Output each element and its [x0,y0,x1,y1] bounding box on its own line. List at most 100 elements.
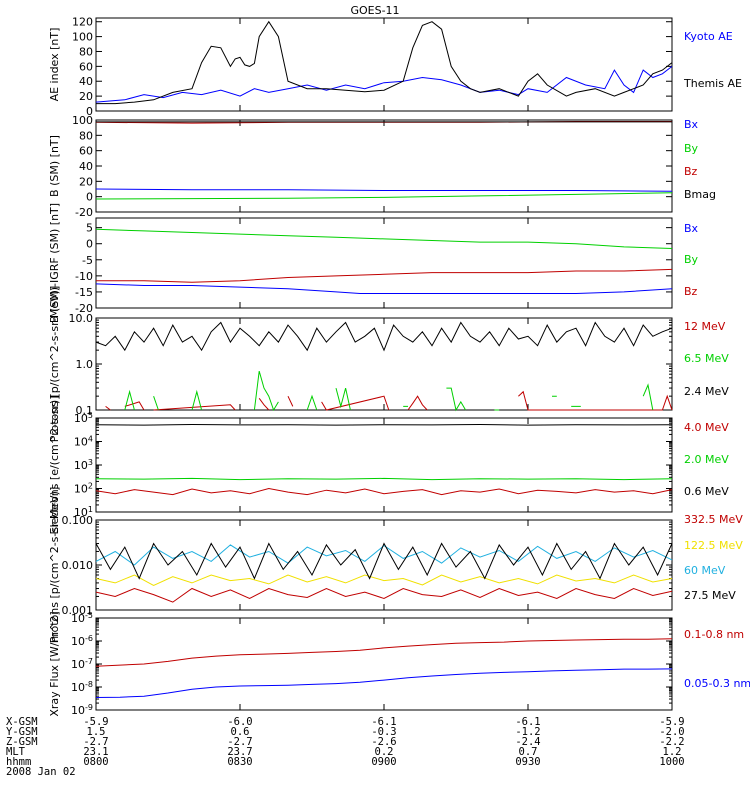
legend-entry: Bx [684,222,699,235]
y-tick-label: 103 [74,458,93,472]
y-tick-label: 60 [79,60,93,73]
footer-value: 0.2 [375,746,394,758]
legend-entry: Bx [684,118,699,131]
legend-entry: 122.5 MeV [684,539,743,552]
series-line [95,668,673,698]
footer-date: 2008 Jan 02 [6,766,76,778]
series-line [95,188,673,192]
y-tick-label: 104 [74,435,93,449]
footer-value: 1.2 [663,746,682,758]
legend-entry: Themis AE [683,77,742,90]
y-axis-label: AE index [nT] [48,28,61,102]
footer-value: -2.2 [659,736,684,748]
series-line [95,587,673,603]
y-tick-label: 40 [79,160,93,173]
legend-entry: Kyoto AE [684,30,733,43]
y-tick-label: 0.1 [76,404,94,417]
y-tick-label: 0 [86,105,93,118]
y-tick-label: 60 [79,145,93,158]
panel-frame [95,617,673,711]
panel-4: 0.1 1.0 10.0 Protons [p/(cm^2-s-sr-MeV)] 12 … [48,286,729,443]
legend-entry: Bmag [684,188,716,201]
legend-entry: 12 MeV [684,320,726,333]
legend-entry: By [684,142,699,155]
footer-value: -2.4 [515,736,540,748]
footer-value: 0.6 [231,726,250,738]
y-tick-label: 10.0 [69,312,94,325]
series-line [95,544,673,566]
legend-entry: 6.5 MeV [684,352,729,365]
y-tick-label: 0 [86,191,93,204]
panel-frame [95,417,673,513]
footer-value: -6.0 [227,716,252,728]
series-line [95,66,673,103]
panel-3: -20 -15 -10 -5 0 5 B (SM)-IGRF (SM) [nT] Bx By Bz [48,203,699,323]
footer-value: -2.0 [659,726,684,738]
footer-row-label: X-GSM [6,716,38,728]
y-axis-label: Protons [p/(cm^2-s-sr-MeV)] [48,487,61,644]
legend-entry: 2.0 MeV [684,453,729,466]
y-tick-label: 105 [74,411,93,425]
footer-row-label: hhmm [6,756,31,768]
y-tick-label: 10-5 [71,611,93,625]
footer-row-label: Y-GSM [6,726,38,738]
footer-value: -2.6 [371,736,396,748]
y-tick-label: 0.010 [62,559,94,572]
series-line [95,283,673,294]
y-tick-label: -10 [75,270,93,283]
footer-value: 1.5 [87,726,106,738]
y-axis-label: B (SM) [nT] [48,135,61,197]
legend-entry: Bz [684,165,698,178]
y-axis-label: Xray Flux [W/m^2] [48,611,61,716]
footer-value: 23.1 [83,746,108,758]
footer-value: -0.3 [371,726,396,738]
legend-entry: Bz [684,285,698,298]
y-tick-label: 102 [74,482,93,496]
y-tick-label: 10-6 [71,634,93,648]
series-line [105,390,673,411]
footer-value: 0930 [515,756,540,768]
y-tick-label: 40 [79,75,93,88]
y-tick-label: 20 [79,175,93,188]
footer-value: -6.1 [371,716,396,728]
series-line [95,423,673,426]
y-tick-label: -20 [75,206,93,219]
panel-frame [95,519,673,611]
y-tick-label: -15 [75,286,93,299]
y-axis-label: Electrons [e/(cm^2-s-sr)] [48,396,61,535]
panel-frame [95,17,673,112]
footer-value: -5.9 [659,716,684,728]
y-tick-label: 10-8 [71,680,93,694]
series-line [95,487,673,496]
footer-value: 1000 [659,756,684,768]
y-tick-label: 80 [79,129,93,142]
y-tick-label: 0 [86,238,93,251]
series-line [95,192,673,200]
legend-entry: 0.05-0.3 nm [684,677,750,690]
y-tick-label: 80 [79,45,93,58]
legend-entry: 2.4 MeV [684,385,729,398]
series-line [96,268,673,283]
y-axis-label: B (SM)-IGRF (SM) [nT] [48,203,61,323]
legend-entry: 0.6 MeV [684,485,729,498]
legend-entry: 4.0 MeV [684,421,729,434]
y-tick-label: 0.100 [62,514,94,527]
footer-value: 23.7 [227,746,252,758]
footer-value: -6.1 [515,716,540,728]
y-tick-label: 120 [72,16,93,29]
legend-entry: 27.5 MeV [684,589,736,602]
series-line [95,638,673,667]
panel-7: 10-9 10-8 10-7 10-6 10-5 Xray Flux [W/m^2] 0.1… [48,611,750,717]
footer-value: -2.7 [227,736,252,748]
footer-value: 0800 [83,756,108,768]
footer-ephemeris: X-GSM -5.9 -6.0 -6.1 -6.1 -5.9 Y-GSM 1.5 0.6 -0.3… [6,716,685,778]
series-line [96,20,673,105]
footer-row-label: Z-GSM [6,736,38,748]
y-tick-label: 5 [86,222,93,235]
y-tick-label: 100 [72,114,93,127]
y-axis-label: Protons [p/(cm^2-s-sr-MeV)] [48,286,61,443]
y-tick-label: 1.0 [76,358,94,371]
y-tick-label: 0.001 [62,604,94,617]
